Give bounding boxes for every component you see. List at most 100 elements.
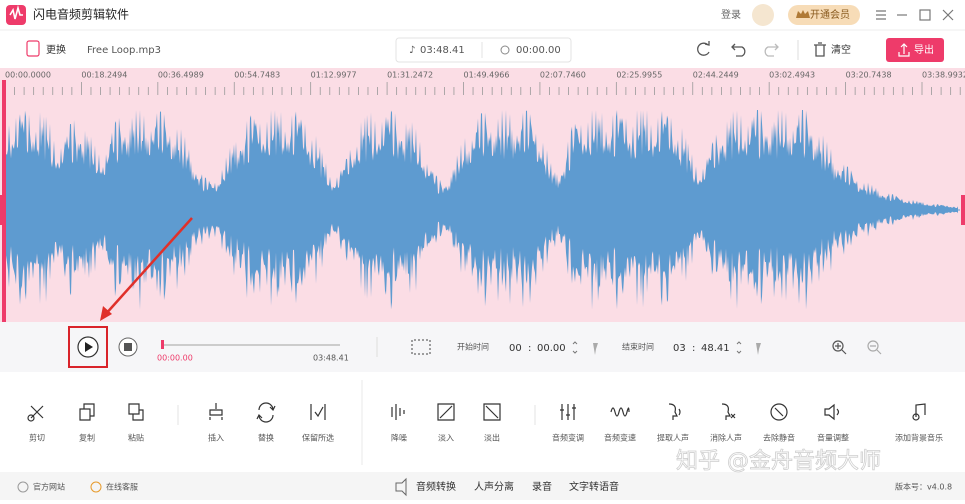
tool-label: 插入 <box>208 433 224 443</box>
stop-icon <box>124 343 132 351</box>
redo-button[interactable] <box>764 43 779 57</box>
tool-button[interactable]: 复制 <box>79 403 95 443</box>
end-pin[interactable] <box>756 343 761 355</box>
clear-button[interactable]: 清空 <box>831 43 851 56</box>
menu-button[interactable] <box>876 10 886 20</box>
end-sec[interactable]: 48.41 <box>701 343 730 354</box>
tool-label: 降噪 <box>391 433 407 443</box>
highlight-box <box>68 326 108 368</box>
export-label: 导出 <box>914 43 934 56</box>
footer-link[interactable]: 官方网站 <box>33 482 65 492</box>
undo-button[interactable] <box>731 43 746 57</box>
tool-button[interactable]: 音量调整 <box>817 403 849 443</box>
tool-button[interactable]: 提取人声 <box>657 403 689 443</box>
vip-label: 开通会员 <box>810 8 850 21</box>
tool-label: 剪切 <box>29 433 45 443</box>
refresh-button[interactable] <box>697 41 710 56</box>
tool-icon <box>824 403 840 421</box>
tool-icon <box>560 404 576 420</box>
tool-icon <box>912 403 926 421</box>
start-pin[interactable] <box>593 343 598 355</box>
tool-icon <box>437 403 455 421</box>
timeline-label: 01:31.2472 <box>387 71 433 80</box>
footer-feature[interactable]: 文字转语音 <box>569 480 619 493</box>
link-icon <box>17 481 29 493</box>
logo-wave <box>9 5 23 20</box>
tool-icon <box>209 403 223 420</box>
tool-label: 音频变调 <box>552 433 584 443</box>
progress-thumb[interactable] <box>161 340 164 349</box>
tool-button[interactable]: 去除静音 <box>763 403 795 443</box>
vip-button[interactable] <box>788 5 860 25</box>
tool-label: 添加背景音乐 <box>895 433 943 443</box>
zoom-in[interactable] <box>832 340 844 352</box>
tool-label: 音频变速 <box>604 433 636 443</box>
start-min[interactable]: 00 <box>509 343 522 354</box>
footer-feature[interactable]: 人声分离 <box>474 480 514 493</box>
footer-link[interactable]: 在线客服 <box>106 482 138 492</box>
tool-button[interactable]: 粘贴 <box>128 403 144 443</box>
zoom-out[interactable] <box>867 340 879 352</box>
window-controls <box>876 9 954 21</box>
app-title: 闪电音频剪辑软件 <box>33 7 129 22</box>
tool-panel: 剪切 复制 粘贴 插入 替换 保留所选 降噪 淡入 淡出 音频变调 音频变速 提取人声 消除人声 去除静音… <box>27 402 943 443</box>
vip-icon <box>796 10 810 18</box>
link-icon <box>90 481 102 493</box>
feature-icon <box>395 477 407 497</box>
tool-icon <box>27 405 44 422</box>
tool-button[interactable]: 音频变调 <box>552 404 584 443</box>
timeline-label: 00:54.7483 <box>234 71 280 80</box>
tool-label: 消除人声 <box>710 433 742 443</box>
tool-button[interactable]: 音频变速 <box>604 407 636 443</box>
tool-button[interactable]: 替换 <box>256 402 276 443</box>
footer <box>0 472 965 500</box>
watermark: 知乎 @金舟音频大师 <box>676 449 881 474</box>
timeline-label: 00:36.4989 <box>158 71 204 80</box>
position: 00:00.00 <box>516 45 561 56</box>
file-name: Free Loop.mp3 <box>87 45 161 56</box>
right-handle[interactable] <box>961 195 965 225</box>
end-spinner[interactable] <box>736 341 742 354</box>
login-button[interactable]: 登录 <box>721 8 741 21</box>
selection-icon <box>411 339 431 355</box>
tool-button[interactable]: 淡出 <box>483 403 501 443</box>
tool-label: 粘贴 <box>128 433 144 443</box>
timeline: 00:00.0000 00:18.2494 00:36.4989 00:54.7483… <box>4 71 965 95</box>
tool-button[interactable]: 降噪 <box>391 404 407 443</box>
time-display <box>395 37 572 63</box>
separator: : <box>528 343 531 354</box>
tool-button[interactable]: 淡入 <box>437 403 455 443</box>
maximize-button[interactable] <box>919 9 931 21</box>
start-sec[interactable]: 00.00 <box>537 343 566 354</box>
timeline-label: 03:38.9932 <box>922 71 965 80</box>
position-icon <box>500 45 510 55</box>
duration: 03:48.41 <box>420 45 465 56</box>
current-time: 00:00.00 <box>157 354 193 363</box>
end-label: 结束时间 <box>622 342 654 352</box>
tool-icon <box>721 403 736 420</box>
play-icon <box>85 342 93 352</box>
tool-button[interactable]: 剪切 <box>27 405 45 443</box>
timeline-label: 03:02.4943 <box>769 71 815 80</box>
end-min[interactable]: 03 <box>673 343 686 354</box>
avatar[interactable] <box>752 4 774 26</box>
tool-button[interactable]: 插入 <box>208 403 224 443</box>
tool-label: 去除静音 <box>763 433 795 443</box>
tool-button[interactable]: 保留所选 <box>302 404 334 443</box>
tool-button[interactable]: 添加背景音乐 <box>895 403 943 443</box>
tool-label: 淡出 <box>484 433 500 443</box>
tool-button[interactable]: 消除人声 <box>710 403 742 443</box>
timeline-label: 02:44.2449 <box>693 71 739 80</box>
version: 版本号：v4.0.8 <box>895 482 952 492</box>
footer-feature[interactable]: 录音 <box>532 480 552 493</box>
close-button[interactable] <box>942 9 954 21</box>
start-spinner[interactable] <box>572 341 578 354</box>
tool-icon <box>610 407 630 417</box>
tool-label: 音量调整 <box>817 433 849 443</box>
replace-button[interactable]: 更换 <box>46 43 66 56</box>
tool-label: 保留所选 <box>302 433 334 443</box>
timeline-label: 00:18.2494 <box>81 71 127 80</box>
left-handle[interactable] <box>0 195 4 225</box>
footer-feature[interactable]: 音频转换 <box>416 480 456 493</box>
